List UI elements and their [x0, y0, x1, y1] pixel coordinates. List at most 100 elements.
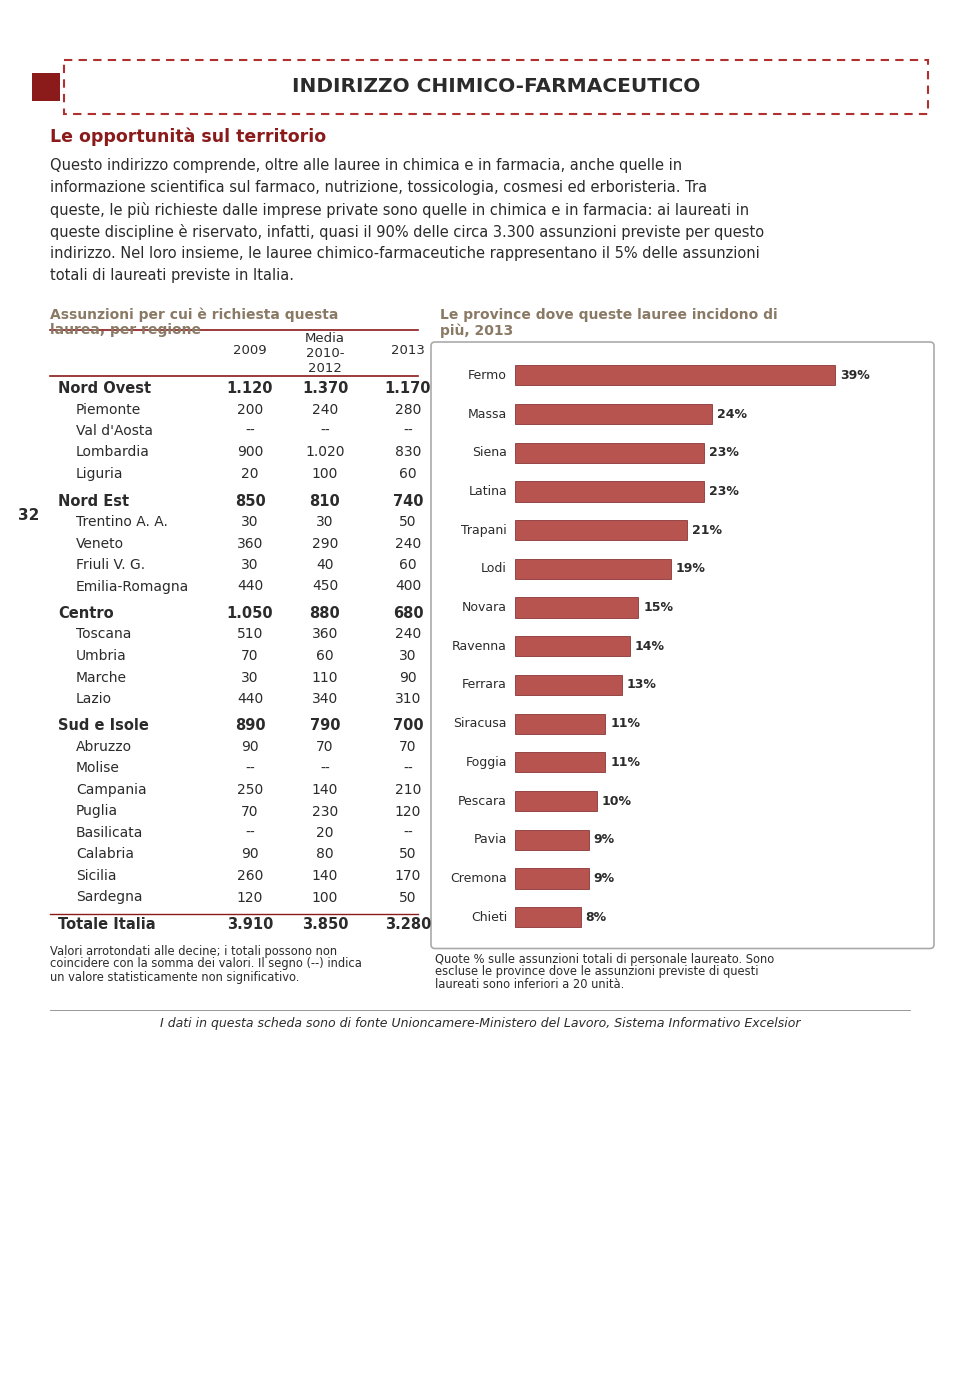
Text: 210: 210 — [395, 784, 421, 797]
Text: Lazio: Lazio — [76, 692, 112, 706]
Text: Molise: Molise — [76, 761, 120, 775]
Text: 19%: 19% — [676, 562, 706, 575]
Text: 440: 440 — [237, 692, 263, 706]
Text: 11%: 11% — [611, 717, 640, 730]
Text: Marche: Marche — [76, 670, 127, 684]
Text: 1.020: 1.020 — [305, 445, 345, 459]
Bar — [515, 481, 704, 502]
Text: Massa: Massa — [468, 408, 507, 420]
Text: escluse le province dove le assunzioni previste di questi: escluse le province dove le assunzioni p… — [435, 966, 758, 978]
Text: 90: 90 — [241, 739, 259, 755]
Text: 32: 32 — [18, 509, 39, 522]
Text: 700: 700 — [393, 719, 423, 734]
Text: Chieti: Chieti — [470, 911, 507, 923]
Text: Nord Est: Nord Est — [58, 493, 130, 509]
Text: 1.370: 1.370 — [301, 381, 348, 397]
Text: 20: 20 — [241, 467, 259, 481]
Text: 90: 90 — [241, 847, 259, 861]
Text: 240: 240 — [395, 536, 421, 550]
Text: Totale Italia: Totale Italia — [58, 918, 156, 931]
Text: laureati sono inferiori a 20 unità.: laureati sono inferiori a 20 unità. — [435, 978, 624, 991]
Text: 110: 110 — [312, 670, 338, 684]
Text: 240: 240 — [395, 627, 421, 641]
Text: 240: 240 — [312, 402, 338, 416]
Text: Abruzzo: Abruzzo — [76, 739, 132, 755]
Text: 510: 510 — [237, 627, 263, 641]
Text: 14%: 14% — [635, 640, 665, 652]
Text: 120: 120 — [395, 804, 421, 818]
Text: Trentino A. A.: Trentino A. A. — [76, 515, 168, 529]
Text: I dati in questa scheda sono di fonte Unioncamere-Ministero del Lavoro, Sistema : I dati in questa scheda sono di fonte Un… — [159, 1017, 801, 1031]
Text: INDIRIZZO CHIMICO-FARMACEUTICO: INDIRIZZO CHIMICO-FARMACEUTICO — [292, 77, 700, 97]
Text: Centro: Centro — [58, 605, 113, 621]
Text: Foggia: Foggia — [466, 756, 507, 768]
Text: 60: 60 — [316, 650, 334, 663]
Text: 23%: 23% — [708, 446, 738, 459]
Bar — [515, 674, 622, 695]
Text: 30: 30 — [241, 515, 259, 529]
Bar — [515, 597, 638, 618]
Text: Siena: Siena — [472, 446, 507, 459]
Text: --: -- — [245, 761, 254, 775]
Bar — [515, 791, 597, 811]
Text: 230: 230 — [312, 804, 338, 818]
Text: 200: 200 — [237, 402, 263, 416]
Text: 70: 70 — [399, 739, 417, 755]
Text: Val d'Aosta: Val d'Aosta — [76, 424, 153, 438]
Text: 40: 40 — [316, 558, 334, 572]
Text: Sud e Isole: Sud e Isole — [58, 719, 149, 734]
Text: Fermo: Fermo — [468, 369, 507, 381]
Text: Calabria: Calabria — [76, 847, 134, 861]
Text: 440: 440 — [237, 579, 263, 593]
Text: --: -- — [245, 826, 254, 840]
Text: 15%: 15% — [643, 601, 673, 614]
Text: 24%: 24% — [717, 408, 747, 420]
Bar — [32, 73, 60, 101]
Text: 30: 30 — [399, 650, 417, 663]
Text: 1.050: 1.050 — [227, 605, 274, 621]
Bar — [515, 404, 712, 424]
Text: 260: 260 — [237, 869, 263, 883]
Text: Valori arrotondati alle decine; i totali possono non: Valori arrotondati alle decine; i totali… — [50, 944, 337, 958]
Text: 90: 90 — [399, 670, 417, 684]
Text: 340: 340 — [312, 692, 338, 706]
Bar — [515, 365, 835, 386]
Text: --: -- — [320, 424, 330, 438]
Text: 880: 880 — [310, 605, 341, 621]
Text: Ferrara: Ferrara — [462, 679, 507, 691]
Bar — [515, 907, 581, 927]
Text: 360: 360 — [312, 627, 338, 641]
Text: Sardegna: Sardegna — [76, 890, 142, 904]
Text: 100: 100 — [312, 890, 338, 904]
Text: Quote % sulle assunzioni totali di personale laureato. Sono: Quote % sulle assunzioni totali di perso… — [435, 952, 775, 966]
Text: --: -- — [245, 424, 254, 438]
Text: Le province dove queste lauree incidono di: Le province dove queste lauree incidono … — [440, 308, 778, 322]
Text: indirizzo. Nel loro insieme, le lauree chimico-farmaceutiche rappresentano il 5%: indirizzo. Nel loro insieme, le lauree c… — [50, 246, 759, 261]
Text: 30: 30 — [241, 670, 259, 684]
Text: 23%: 23% — [708, 485, 738, 498]
Text: Liguria: Liguria — [76, 467, 124, 481]
Text: 3.280: 3.280 — [385, 918, 431, 931]
Text: 100: 100 — [312, 467, 338, 481]
Text: Le opportunità sul territorio: Le opportunità sul territorio — [50, 129, 326, 146]
Text: 21%: 21% — [692, 524, 722, 536]
Text: Toscana: Toscana — [76, 627, 132, 641]
Text: 20: 20 — [316, 826, 334, 840]
Text: --: -- — [403, 826, 413, 840]
Text: 50: 50 — [399, 890, 417, 904]
Text: 50: 50 — [399, 847, 417, 861]
Text: 80: 80 — [316, 847, 334, 861]
Text: 70: 70 — [316, 739, 334, 755]
Text: 3.910: 3.910 — [227, 918, 274, 931]
Text: --: -- — [403, 424, 413, 438]
Text: Friuli V. G.: Friuli V. G. — [76, 558, 145, 572]
Text: 3.850: 3.850 — [301, 918, 348, 931]
Text: 680: 680 — [393, 605, 423, 621]
Text: --: -- — [320, 761, 330, 775]
Text: 9%: 9% — [594, 872, 615, 884]
Text: 1.120: 1.120 — [227, 381, 274, 397]
Text: Cremona: Cremona — [450, 872, 507, 884]
Bar — [515, 636, 630, 656]
Text: un valore statisticamente non significativo.: un valore statisticamente non significat… — [50, 970, 300, 984]
Text: 360: 360 — [237, 536, 263, 550]
